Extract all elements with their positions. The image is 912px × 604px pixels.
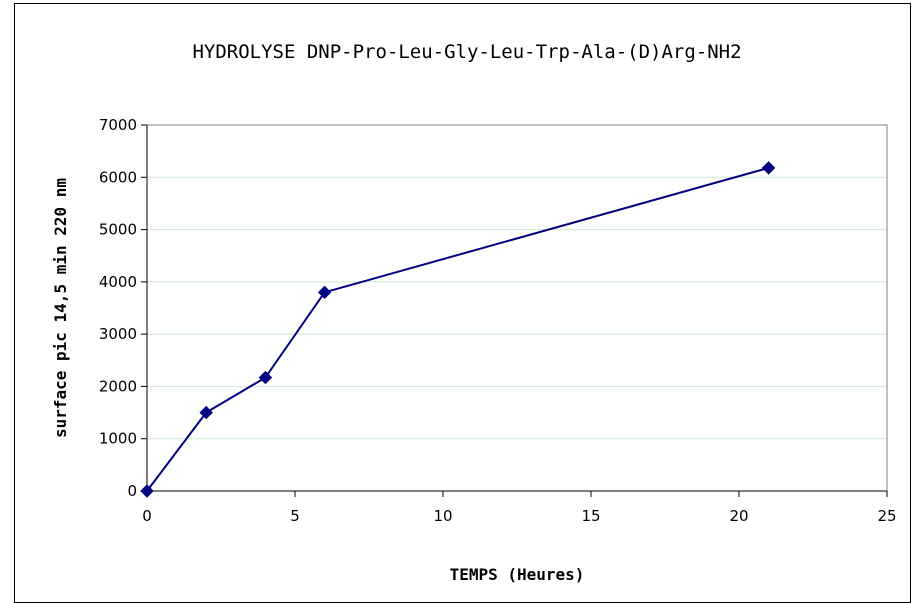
y-tick-label: 5000 (99, 221, 137, 239)
y-axis-title: surface pic 14,5 min 220 nm (51, 178, 70, 438)
y-tick-label: 7000 (99, 116, 137, 134)
y-tick-label: 4000 (99, 273, 137, 291)
chart-frame (14, 3, 911, 603)
data-point (317, 285, 332, 300)
y-tick-label: 2000 (99, 377, 137, 395)
series-layer (140, 161, 776, 498)
data-point (199, 405, 213, 420)
x-tick-label: 25 (877, 507, 896, 525)
y-tick-label: 6000 (99, 168, 137, 186)
gridlines (147, 176, 887, 440)
x-tick-label: 15 (581, 507, 600, 525)
data-point (140, 484, 154, 498)
data-point (761, 161, 776, 175)
x-tick-label: 20 (729, 507, 748, 525)
x-axis-title: TEMPS (Heures) (450, 565, 585, 584)
chart-title: HYDROLYSE DNP-Pro-Leu-Gly-Leu-Trp-Ala-(D… (192, 41, 741, 63)
axes: 0 1000 2000 3000 4000 5000 6000 7000 0 5 10 15 20 25 (99, 116, 897, 525)
y-tick-label: 0 (127, 482, 137, 500)
plot-area (146, 124, 888, 492)
x-tick-label: 0 (142, 507, 152, 525)
y-tick-label: 3000 (99, 325, 137, 343)
x-tick-label: 10 (433, 507, 452, 525)
x-tick-label: 5 (290, 507, 300, 525)
series-line (146, 166, 769, 492)
data-point (258, 370, 273, 385)
y-tick-label: 1000 (99, 430, 137, 448)
